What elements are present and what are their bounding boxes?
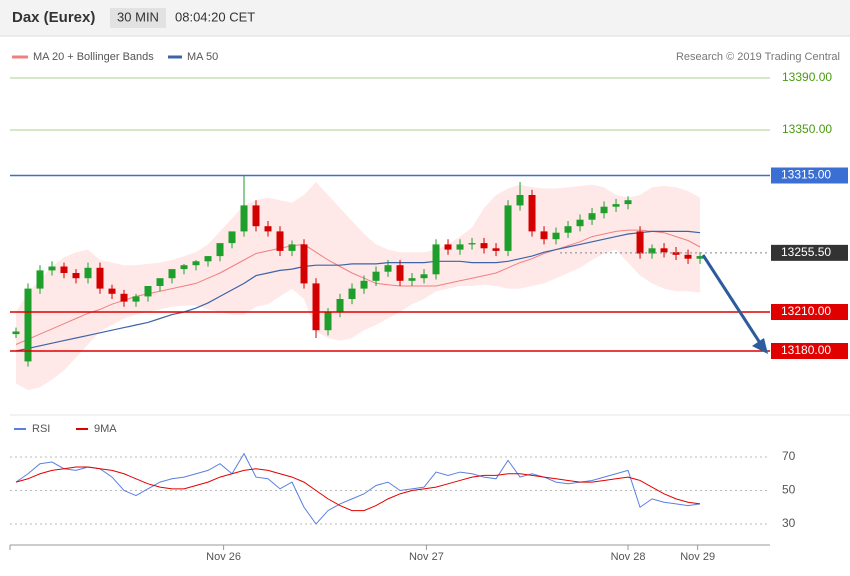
y-tick-label: 13390.00 xyxy=(782,70,832,84)
x-tick-label: Nov 29 xyxy=(680,551,715,563)
time: 08:04:20 CET xyxy=(175,9,255,24)
level-label-box xyxy=(771,343,848,359)
candle-body xyxy=(96,267,104,289)
level-label: 13180.00 xyxy=(781,343,831,357)
candle-body xyxy=(552,232,560,240)
candle-body xyxy=(144,286,152,297)
y-tick-label: 30 xyxy=(782,516,796,530)
candle-body xyxy=(156,278,164,286)
candle-body xyxy=(504,205,512,251)
candle-body xyxy=(660,248,668,253)
bollinger-band xyxy=(16,182,701,390)
instrument-title: Dax (Eurex) xyxy=(12,9,95,26)
candle-body xyxy=(636,231,644,254)
ma20-line xyxy=(15,229,701,345)
y-tick-label: 50 xyxy=(782,483,796,497)
candle-body xyxy=(228,231,236,244)
level-label-box xyxy=(771,304,848,320)
level-label: 13255.50 xyxy=(781,245,831,259)
candle-body xyxy=(648,248,656,254)
level-label: 13210.00 xyxy=(781,304,831,318)
legend-label: RSI xyxy=(32,423,50,435)
level-label-box xyxy=(771,167,848,184)
x-tick-label: Nov 26 xyxy=(206,551,241,563)
candle-body xyxy=(252,205,260,227)
candle-body xyxy=(276,231,284,251)
y-tick-label: 70 xyxy=(782,449,796,463)
legend-label: MA 20 + Bollinger Bands xyxy=(33,51,154,63)
x-tick-label: Nov 28 xyxy=(611,551,646,563)
candle-body xyxy=(192,261,200,266)
candle-body xyxy=(24,288,32,362)
candle-body xyxy=(36,270,44,289)
candle-body xyxy=(456,244,464,250)
legend-label: 9MA xyxy=(94,423,117,435)
candle-body xyxy=(240,205,248,232)
candle-body xyxy=(672,252,680,255)
candle-body xyxy=(312,283,320,331)
level-label: 13315.00 xyxy=(781,168,831,182)
candle-body xyxy=(60,266,68,273)
candle-body xyxy=(588,213,596,220)
rsi-line xyxy=(15,452,701,525)
candle-body xyxy=(624,200,632,205)
candle-body xyxy=(288,244,296,251)
candle-body xyxy=(216,243,224,257)
candle-body xyxy=(612,204,620,207)
candle-body xyxy=(168,269,176,279)
candle-body xyxy=(432,244,440,275)
candle-body xyxy=(324,312,332,331)
candle-body xyxy=(336,299,344,312)
candle-body xyxy=(540,231,548,240)
candle-body xyxy=(300,244,308,284)
credit: Research © 2019 Trading Central xyxy=(676,51,840,63)
candle-body xyxy=(120,293,128,302)
candle-body xyxy=(372,271,380,281)
candle-body xyxy=(696,256,704,259)
candle-body xyxy=(480,243,488,249)
candle-body xyxy=(408,278,416,281)
candle-body xyxy=(576,219,584,227)
candle-body xyxy=(108,288,116,294)
candle-body xyxy=(528,195,536,232)
candle-body xyxy=(204,256,212,262)
y-tick-label: 13350.00 xyxy=(782,122,832,136)
interval-box[interactable] xyxy=(110,8,166,28)
candle-body xyxy=(84,267,92,279)
ma50-line xyxy=(15,230,701,352)
candle-body xyxy=(132,296,140,302)
level-label-box xyxy=(771,244,848,261)
candle-body xyxy=(180,265,188,270)
candle-body xyxy=(600,206,608,214)
x-tick-label: Nov 27 xyxy=(409,551,444,563)
candle-body xyxy=(48,266,56,271)
candle-body xyxy=(492,248,500,251)
candle-body xyxy=(684,254,692,259)
candle-body xyxy=(564,226,572,233)
candle-body xyxy=(396,265,404,281)
candle-body xyxy=(468,243,476,245)
candle-body xyxy=(420,274,428,279)
forecast-arrow xyxy=(701,254,764,347)
candle-body xyxy=(516,195,524,206)
candle-body xyxy=(444,244,452,250)
candle-body xyxy=(264,226,272,232)
rsi-line xyxy=(15,466,701,512)
legend-label: MA 50 xyxy=(187,51,218,63)
candle-body xyxy=(348,288,356,299)
interval[interactable]: 30 MIN xyxy=(117,9,159,24)
candle-body xyxy=(12,331,20,335)
candle-body xyxy=(360,280,368,289)
forecast-arrow-head xyxy=(752,338,768,354)
candle-body xyxy=(384,265,392,272)
candle-body xyxy=(72,273,80,279)
